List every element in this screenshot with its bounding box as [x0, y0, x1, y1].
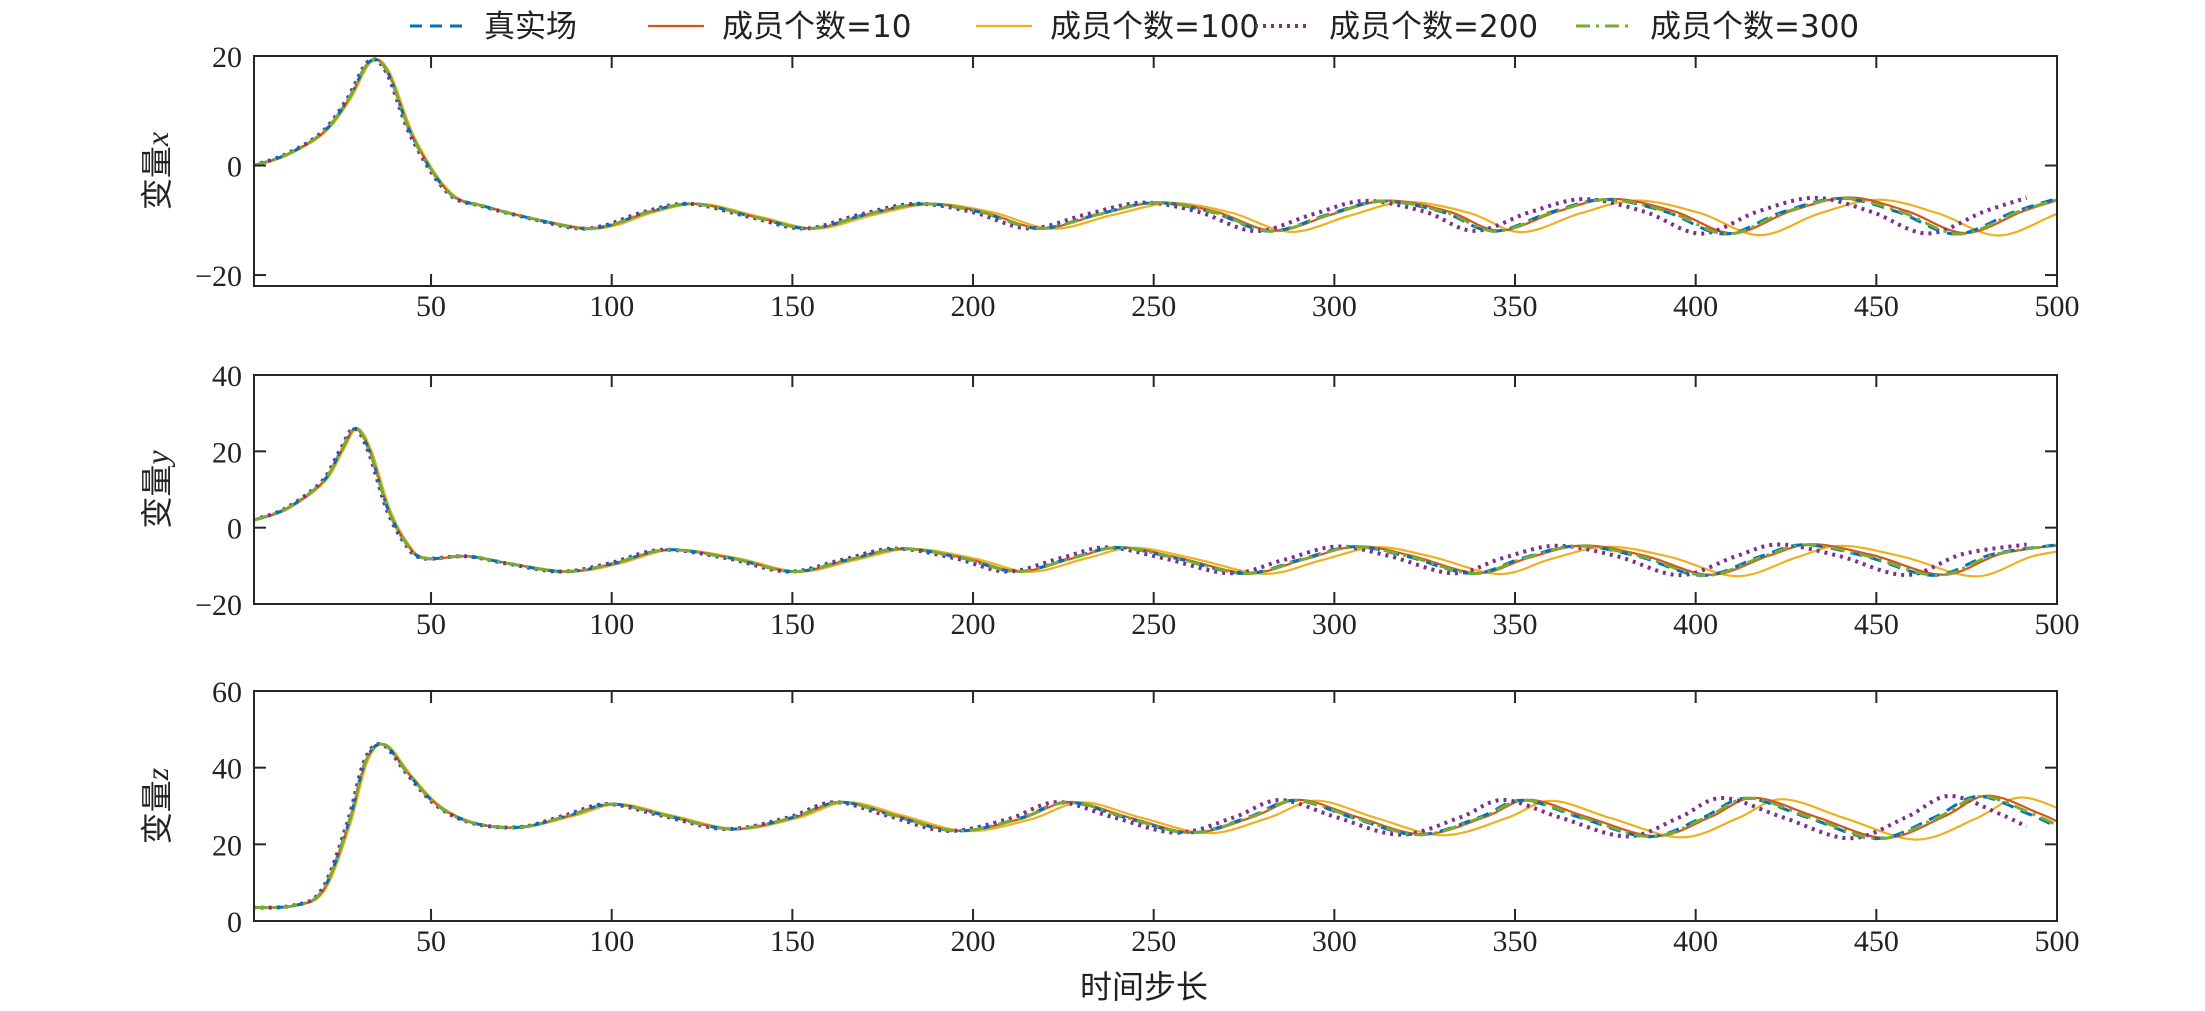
x-tick-label: 300 — [1312, 608, 1357, 641]
series-line — [254, 427, 2057, 576]
legend: 真实场 成员个数=10 成员个数=100 成员个数=200 成员个数=300 — [410, 9, 1859, 45]
y-tick-label: 20 — [212, 41, 242, 74]
series-line — [254, 426, 2027, 578]
x-tick-label: 100 — [589, 290, 634, 323]
series-line — [255, 58, 2057, 237]
x-tick-label: 350 — [1493, 290, 1538, 323]
legend-label: 真实场 — [484, 9, 577, 45]
chart-panels: 50 100 150 200 250 300 350 400 450 500200−20变量x50… — [138, 41, 2080, 958]
y-tick-label: 40 — [212, 360, 242, 393]
x-tick-label: 400 — [1673, 290, 1718, 323]
x-tick-label: 500 — [2035, 925, 2080, 958]
legend-item: 成员个数=10 — [648, 9, 911, 45]
x-tick-label: 400 — [1673, 608, 1718, 641]
x-tick-label: 200 — [951, 925, 996, 958]
legend-label: 成员个数=100 — [1050, 9, 1259, 45]
y-tick-label: −20 — [195, 260, 242, 293]
series-line — [254, 426, 2057, 577]
y-axis-title: 变量z — [138, 767, 176, 844]
x-tick-label: 500 — [2035, 608, 2080, 641]
legend-item: 成员个数=100 — [976, 9, 1259, 45]
y-axis-title: 变量x — [138, 132, 176, 210]
series-line — [254, 742, 2057, 910]
x-tick-label: 200 — [951, 608, 996, 641]
x-tick-label: 250 — [1131, 608, 1176, 641]
x-tick-label: 300 — [1312, 925, 1357, 958]
series-line — [254, 57, 2057, 236]
plot-frame — [253, 55, 2058, 287]
x-tick-label: 450 — [1854, 608, 1899, 641]
legend-item: 成员个数=200 — [1255, 9, 1538, 45]
y-tick-label: 0 — [227, 906, 242, 939]
x-tick-label: 250 — [1131, 925, 1176, 958]
plot-frame — [253, 374, 2058, 605]
y-tick-label: 0 — [227, 513, 242, 546]
y-tick-label: −20 — [195, 589, 242, 622]
x-tick-label: 400 — [1673, 925, 1718, 958]
series-group — [254, 742, 2057, 910]
y-tick-label: 40 — [212, 753, 242, 786]
y-axis-title: 变量y — [138, 450, 176, 529]
x-tick-label: 50 — [416, 925, 446, 958]
x-tick-label: 350 — [1493, 925, 1538, 958]
x-tick-label: 100 — [589, 608, 634, 641]
y-tick-label: 20 — [212, 436, 242, 469]
x-tick-label: 100 — [589, 925, 634, 958]
x-tick-label: 250 — [1131, 290, 1176, 323]
x-tick-label: 450 — [1854, 290, 1899, 323]
plot-frame — [253, 690, 2058, 922]
x-tick-label: 350 — [1493, 608, 1538, 641]
series-group — [254, 57, 2057, 237]
x-tick-label: 50 — [416, 608, 446, 641]
legend-label: 成员个数=10 — [722, 9, 911, 45]
y-tick-label: 60 — [212, 676, 242, 709]
series-line — [254, 57, 2057, 236]
x-tick-label: 500 — [2035, 290, 2080, 323]
x-tick-label: 150 — [770, 608, 815, 641]
series-line — [254, 742, 2028, 910]
series-group — [254, 426, 2057, 578]
x-tick-label: 150 — [770, 290, 815, 323]
series-line — [254, 57, 2028, 236]
legend-label: 成员个数=300 — [1650, 9, 1859, 45]
x-tick-label: 200 — [951, 290, 996, 323]
y-tick-label: 20 — [212, 829, 242, 862]
legend-item: 真实场 — [410, 9, 577, 45]
series-line — [254, 426, 2057, 577]
y-tick-label: 0 — [227, 151, 242, 184]
x-tick-label: 450 — [1854, 925, 1899, 958]
legend-item: 成员个数=300 — [1576, 9, 1859, 45]
legend-label: 成员个数=200 — [1329, 9, 1538, 45]
x-tick-label: 300 — [1312, 290, 1357, 323]
x-axis-title: 时间步长 — [1080, 968, 1208, 1006]
x-tick-label: 50 — [416, 290, 446, 323]
x-tick-label: 150 — [770, 925, 815, 958]
